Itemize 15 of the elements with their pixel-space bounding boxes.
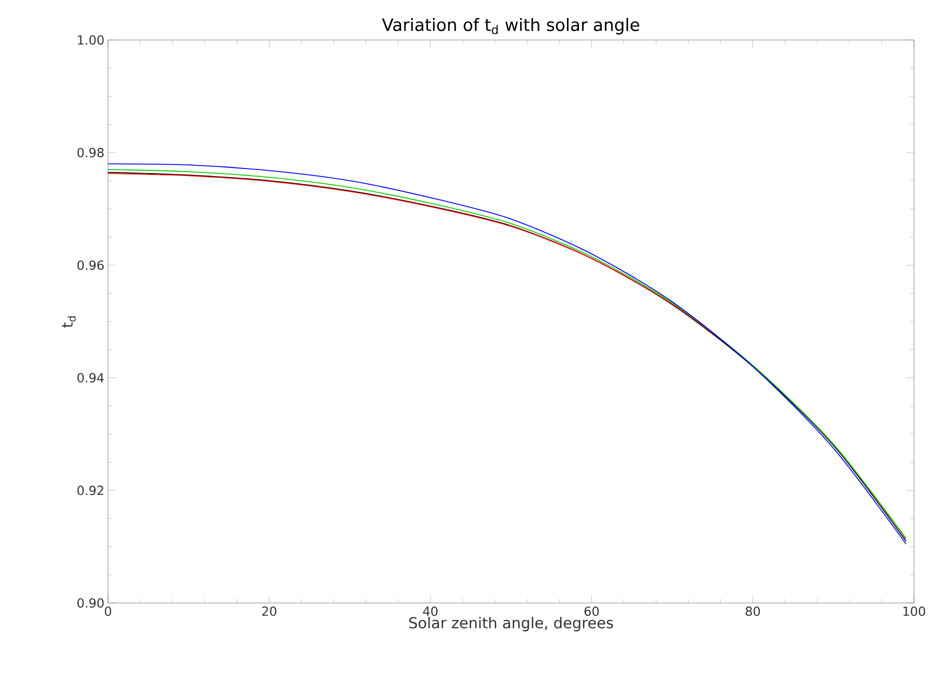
y-axis-title: t$_{d}$: [62, 316, 76, 328]
chart-title: Variation of t$_{d}$ with solar angle: [382, 18, 640, 34]
x-tick-label: 40: [423, 606, 438, 616]
y-tick-label: 0.96: [77, 260, 104, 270]
x-tick-label: 60: [584, 606, 599, 616]
y-tick-label: 0.92: [77, 486, 104, 496]
y-tick-label: 0.90: [77, 598, 104, 608]
y-tick-label: 0.94: [77, 373, 104, 383]
x-tick-label: 100: [903, 606, 926, 616]
x-axis-title: Solar zenith angle, degrees: [409, 616, 614, 632]
x-tick-label: 20: [262, 606, 276, 616]
x-tick-label: 0: [104, 606, 112, 616]
y-tick-label: 0.98: [77, 148, 104, 158]
y-tick-label: 1.00: [78, 35, 104, 45]
x-tick-label: 80: [746, 606, 760, 616]
